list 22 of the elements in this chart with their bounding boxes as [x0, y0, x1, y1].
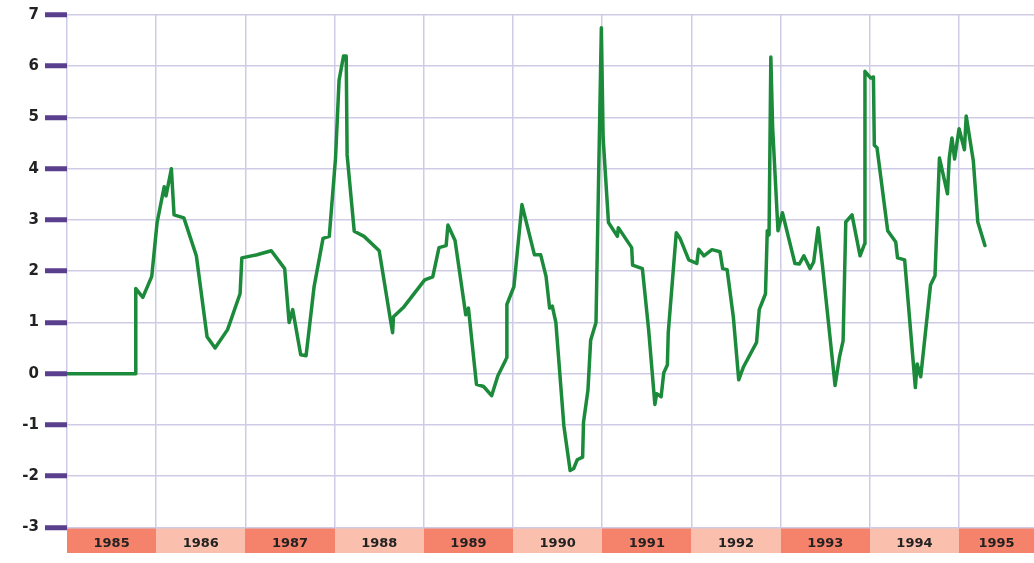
x-tick-label: 1989	[450, 534, 487, 550]
y-tick-label: 2	[28, 261, 39, 280]
y-tick-label: 4	[28, 158, 39, 177]
y-tick-label: 3	[28, 209, 39, 228]
x-tick-label: 1995	[978, 534, 1015, 550]
y-tick-label: 1	[28, 312, 39, 331]
y-tick-label: 5	[28, 107, 39, 126]
x-tick-label: 1988	[361, 534, 398, 550]
x-tick-label: 1985	[93, 534, 130, 550]
y-tick-label: 7	[28, 4, 39, 23]
x-tick-label: 1987	[271, 534, 309, 550]
y-tick-label: -3	[22, 517, 39, 536]
y-tick-label: 6	[28, 56, 39, 75]
y-tick-label: -1	[22, 414, 39, 433]
x-tick-label: 1993	[807, 534, 844, 550]
x-tick-label: 1992	[717, 534, 755, 550]
x-tick-label: 1991	[628, 534, 665, 550]
x-tick-label: 1994	[896, 534, 933, 550]
y-tick-label: -2	[22, 466, 39, 485]
x-tick-label: 1990	[539, 534, 576, 550]
y-tick-label: 0	[28, 363, 39, 382]
x-tick-label: 1986	[182, 534, 219, 550]
